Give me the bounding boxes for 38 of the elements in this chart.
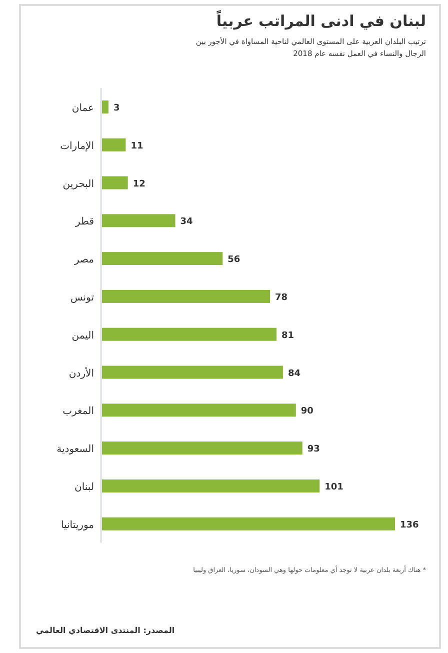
y-tick-label: اليمن (72, 330, 94, 342)
bar (102, 442, 302, 455)
data-label: 56 (228, 255, 240, 266)
text: المصدر: المنتدى الاقتصادي العالمي (36, 626, 175, 635)
bar (102, 479, 320, 492)
y-tick-label: الأردن (68, 366, 94, 380)
y-tick-label: لبنان (74, 482, 94, 493)
data-label: 81 (282, 330, 294, 341)
bar (102, 214, 176, 228)
bar (102, 366, 283, 379)
data-label: 12 (132, 179, 146, 190)
bar (102, 328, 277, 341)
y-tick-label: الإمارات (60, 140, 94, 152)
y-tick-label: عمان (72, 102, 94, 114)
y-tick-label: قطر (74, 216, 94, 228)
bar (102, 138, 126, 152)
y-tick-label: مصر (73, 254, 94, 266)
data-label: 78 (275, 292, 288, 303)
data-label: 3 (113, 103, 120, 114)
data-label: 90 (300, 406, 314, 417)
data-label: 84 (288, 368, 300, 379)
bar (102, 404, 296, 417)
data-label: 101 (324, 482, 344, 492)
bar (102, 100, 108, 114)
data-label: 136 (400, 520, 419, 530)
y-tick-label: السعودية (56, 444, 94, 456)
bar (102, 252, 223, 266)
bar (102, 517, 395, 530)
y-tick-label: المغرب (62, 406, 94, 418)
bar (102, 290, 270, 303)
chart-title: لبنان في ادنى المراتب عربياً (216, 12, 426, 30)
y-tick-label: البحرين (62, 178, 94, 190)
y-tick-label: موريتانيا (60, 520, 94, 531)
y-tick-label: تونس (70, 292, 94, 304)
data-label: 93 (307, 444, 320, 455)
data-label: 11 (130, 141, 144, 152)
bar (102, 176, 128, 190)
data-label: 34 (180, 217, 193, 228)
